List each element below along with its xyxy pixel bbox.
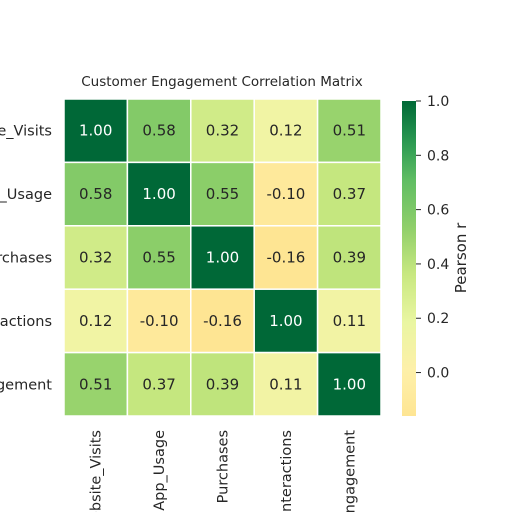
column-tick-label: Website_Visits xyxy=(89,430,105,512)
colorbar-gradient xyxy=(402,101,416,416)
row-tick-label: Email_Engagement xyxy=(0,377,52,393)
cell-value-label: -0.16 xyxy=(203,312,242,330)
cell-value-label: 1.00 xyxy=(333,375,366,393)
chart-title: Customer Engagement Correlation Matrix xyxy=(81,74,363,90)
heatmap-cell xyxy=(253,288,319,354)
cell-value-label: 0.12 xyxy=(79,312,112,330)
cell-value-label: 0.11 xyxy=(269,375,302,393)
cell-value-label: 0.39 xyxy=(206,375,239,393)
heatmap-cell xyxy=(126,288,192,354)
cell-value-label: 0.51 xyxy=(79,375,112,393)
heatmap-cell xyxy=(190,351,255,417)
cell-value-label: 0.37 xyxy=(142,375,175,393)
row-tick-label: Website_Visits xyxy=(0,124,52,140)
colorbar-tick-label: 1.0 xyxy=(427,94,449,110)
cell-value-label: 1.00 xyxy=(79,122,112,140)
heatmap-cell xyxy=(190,288,255,354)
colorbar-tick-label: 0.0 xyxy=(427,366,449,382)
heatmap-cell xyxy=(316,288,382,354)
column-tick-label: App_Usage xyxy=(152,430,168,511)
cell-value-label: -0.10 xyxy=(140,312,179,330)
cell-value-label: -0.16 xyxy=(266,249,305,267)
heatmap-cell xyxy=(63,161,129,227)
cell-value-label: 1.00 xyxy=(269,312,302,330)
cell-value-label: 0.32 xyxy=(206,122,239,140)
colorbar-tick-label: 0.8 xyxy=(427,148,449,164)
cell-value-label: 0.12 xyxy=(269,122,302,140)
heatmap-cell xyxy=(253,225,319,290)
cell-value-label: 0.58 xyxy=(79,185,112,203)
cell-value-label: 0.32 xyxy=(79,249,112,267)
heatmap-cell xyxy=(190,161,255,227)
cell-value-label: 0.39 xyxy=(333,249,366,267)
column-tick-labels: Website_Visits App_Usage Purchases Social_I… xyxy=(89,430,359,512)
colorbar-tick-label: 0.4 xyxy=(427,257,449,273)
heatmap-cell xyxy=(126,225,192,290)
colorbar-tick-label: 0.2 xyxy=(427,311,449,327)
heatmap-cell xyxy=(63,288,129,354)
heatmap-cell xyxy=(126,351,192,417)
column-tick-label: Purchases xyxy=(216,430,232,503)
cell-value-label: 0.37 xyxy=(333,185,366,203)
row-tick-label: App_Usage xyxy=(0,187,52,203)
column-tick-label: Social_Interactions xyxy=(279,430,295,512)
heatmap-cells: 1.00 0.58 0.32 0.12 0.51 0.58 1.00 0.55 -0.10 0.3… xyxy=(63,98,382,417)
heatmap-cell xyxy=(316,351,382,417)
colorbar-label: Pearson r xyxy=(452,222,470,293)
colorbar-ticks: 0.0 0.2 0.4 0.6 0.8 1.0 xyxy=(416,94,449,382)
heatmap-cell xyxy=(316,161,382,227)
cell-value-label: 0.11 xyxy=(333,312,366,330)
row-tick-labels: Website_Visits App_Usage Purchases Social_I… xyxy=(0,124,52,394)
cell-value-label: 1.00 xyxy=(206,249,239,267)
heatmap-cell xyxy=(126,98,192,164)
cell-value-label: 0.58 xyxy=(142,122,175,140)
cell-value-label: 0.51 xyxy=(333,122,366,140)
cell-value-label: 0.55 xyxy=(142,249,175,267)
colorbar: 0.0 0.2 0.4 0.6 0.8 1.0 Pearson r xyxy=(402,94,470,416)
row-tick-label: Purchases xyxy=(0,251,52,267)
heatmap-cell xyxy=(63,351,129,417)
heatmap-cell xyxy=(63,98,129,164)
cell-value-label: 1.00 xyxy=(142,185,175,203)
cell-value-label: -0.10 xyxy=(266,185,305,203)
column-tick-label: Email_Engagement xyxy=(342,430,358,512)
cell-value-label: 0.55 xyxy=(206,185,239,203)
colorbar-tick-label: 0.6 xyxy=(427,203,449,219)
row-tick-label: Social_Interactions xyxy=(0,314,52,330)
